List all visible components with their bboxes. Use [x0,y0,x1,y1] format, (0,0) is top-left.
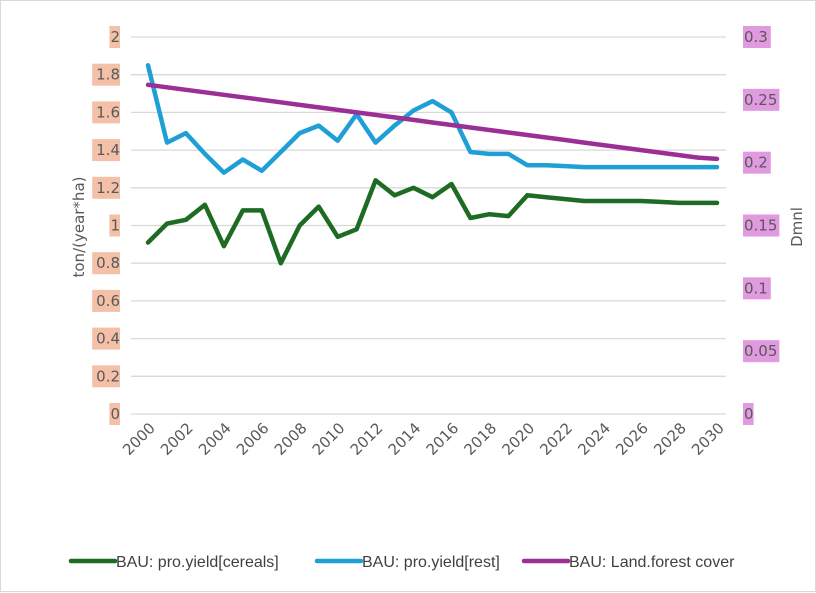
x-tick-label: 2000 [119,419,159,459]
left-axis-ticks: 0 0.2 0.4 0.6 0.8 1 1.2 1.4 1.6 1.8 2 [92,26,120,425]
left-tick-highlight [92,139,120,162]
right-tick-highlight [743,214,780,237]
left-tick-label: 0.2 [96,367,120,385]
x-tick-label: 2022 [536,419,576,459]
left-tick-highlight [109,403,120,425]
x-tick-label: 2026 [612,419,652,459]
x-tick-label: 2016 [423,419,463,459]
series-line-bau-pro-yield-cereals [145,178,720,266]
right-tick-label: 0.25 [744,91,777,109]
x-axis-ticks: 2000200220042006200820102012201420162018… [119,419,728,459]
left-tick-label: 1 [110,217,120,235]
left-tick-label: 0.4 [96,330,120,348]
left-tick-label: 1.2 [96,179,120,197]
right-tick-label: 0.2 [744,154,768,172]
x-tick-label: 2008 [271,419,311,459]
left-tick-label: 0 [110,405,120,423]
right-tick-highlight [743,340,780,363]
legend-item: BAU: pro.yield[cereals] [68,554,279,571]
left-tick-label: 1.6 [96,103,120,121]
right-axis-title: Dmnl [788,207,806,247]
left-tick-label: 1.4 [96,141,120,159]
legend-label: BAU: pro.yield[rest] [362,554,500,571]
right-tick-label: 0.15 [744,217,777,235]
left-tick-label: 2 [110,28,120,46]
left-tick-highlight [92,327,120,350]
series-lines [145,63,720,266]
x-tick-label: 2028 [650,419,690,459]
left-tick-highlight [92,289,120,312]
x-tick-label: 2020 [498,419,538,459]
right-tick-highlight [743,26,771,48]
right-tick-highlight [743,277,771,300]
right-tick-highlight [743,88,780,111]
right-axis-ticks: 0 0.05 0.1 0.15 0.2 0.25 0.3 [743,26,780,425]
x-tick-label: 2012 [347,419,387,459]
x-tick-label: 2014 [385,419,425,459]
x-tick-label: 2004 [195,419,235,459]
right-tick-highlight [743,403,754,425]
x-tick-label: 2030 [688,419,728,459]
legend-item: BAU: pro.yield[rest] [314,554,500,571]
series-line-bau-pro-yield-rest [145,63,720,175]
left-tick-label: 1.8 [96,66,120,84]
x-tick-label: 2002 [157,419,197,459]
left-tick-highlight [92,63,120,86]
left-tick-label: 0.6 [96,292,120,310]
left-tick-highlight [109,26,120,48]
right-tick-label: 0.05 [744,342,777,360]
left-tick-highlight [92,176,120,199]
right-tick-label: 0 [744,405,754,423]
left-tick-highlight [92,101,120,124]
right-tick-label: 0.1 [744,279,768,297]
right-tick-highlight [743,151,771,174]
x-tick-label: 2010 [309,419,349,459]
left-axis-title: ton/(year*ha) [70,177,88,278]
legend-label: BAU: pro.yield[cereals] [116,554,279,571]
right-tick-label: 0.3 [744,28,768,46]
left-tick-highlight [92,252,120,275]
x-tick-label: 2018 [460,419,500,459]
left-tick-label: 0.8 [96,254,120,272]
series-line-bau-land-forest-cover [145,82,720,162]
x-tick-label: 2006 [233,419,273,459]
legend-item: BAU: Land.forest cover [521,554,735,571]
gridlines [131,36,726,415]
x-tick-label: 2024 [574,419,614,459]
left-tick-highlight [92,365,120,388]
legend-label: BAU: Land.forest cover [569,554,735,571]
left-tick-highlight [109,214,120,237]
legend: BAU: pro.yield[cereals] BAU: pro.yield[re… [68,554,735,571]
